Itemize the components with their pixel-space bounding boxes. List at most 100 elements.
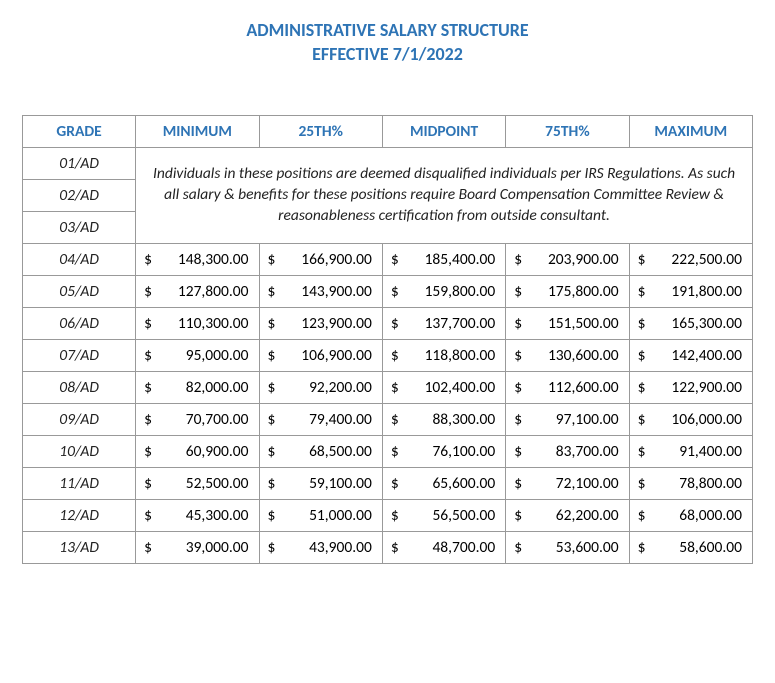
currency-symbol: $ [391, 506, 403, 525]
salary-cell: $65,600.00 [382, 467, 505, 499]
currency-symbol: $ [391, 314, 403, 333]
salary-cell: $185,400.00 [382, 243, 505, 275]
currency-symbol: $ [391, 442, 403, 461]
salary-amount: 122,900.00 [650, 378, 742, 397]
salary-cell: $191,800.00 [629, 275, 752, 307]
table-row: 13/AD$39,000.00$43,900.00$48,700.00$53,6… [23, 531, 753, 563]
salary-amount: 97,100.00 [526, 410, 618, 429]
salary-cell: $112,600.00 [506, 371, 629, 403]
salary-cell: $76,100.00 [382, 435, 505, 467]
salary-cell: $137,700.00 [382, 307, 505, 339]
currency-symbol: $ [391, 410, 403, 429]
salary-amount: 79,400.00 [280, 410, 372, 429]
column-header: GRADE [23, 115, 136, 147]
table-row: 10/AD$60,900.00$68,500.00$76,100.00$83,7… [23, 435, 753, 467]
currency-symbol: $ [514, 378, 526, 397]
salary-cell: $56,500.00 [382, 499, 505, 531]
title-line-2: EFFECTIVE 7/1/2022 [22, 42, 753, 66]
currency-symbol: $ [391, 250, 403, 269]
salary-amount: 137,700.00 [403, 314, 495, 333]
currency-symbol: $ [391, 346, 403, 365]
currency-symbol: $ [268, 410, 280, 429]
salary-cell: $123,900.00 [259, 307, 382, 339]
currency-symbol: $ [638, 538, 650, 557]
salary-amount: 68,500.00 [280, 442, 372, 461]
salary-amount: 82,000.00 [156, 378, 248, 397]
currency-symbol: $ [514, 314, 526, 333]
salary-cell: $203,900.00 [506, 243, 629, 275]
currency-symbol: $ [638, 378, 650, 397]
salary-cell: $78,800.00 [629, 467, 752, 499]
salary-amount: 56,500.00 [403, 506, 495, 525]
salary-amount: 175,800.00 [526, 282, 618, 301]
currency-symbol: $ [268, 474, 280, 493]
currency-symbol: $ [638, 506, 650, 525]
currency-symbol: $ [268, 538, 280, 557]
currency-symbol: $ [391, 538, 403, 557]
salary-cell: $92,200.00 [259, 371, 382, 403]
salary-amount: 45,300.00 [156, 506, 248, 525]
salary-amount: 222,500.00 [650, 250, 742, 269]
salary-amount: 68,000.00 [650, 506, 742, 525]
salary-amount: 127,800.00 [156, 282, 248, 301]
salary-cell: $165,300.00 [629, 307, 752, 339]
salary-cell: $60,900.00 [136, 435, 259, 467]
salary-cell: $127,800.00 [136, 275, 259, 307]
salary-cell: $102,400.00 [382, 371, 505, 403]
salary-amount: 70,700.00 [156, 410, 248, 429]
salary-cell: $43,900.00 [259, 531, 382, 563]
currency-symbol: $ [514, 250, 526, 269]
salary-cell: $82,000.00 [136, 371, 259, 403]
table-row: 08/AD$82,000.00$92,200.00$102,400.00$112… [23, 371, 753, 403]
currency-symbol: $ [268, 506, 280, 525]
grade-cell: 03/AD [23, 211, 136, 243]
currency-symbol: $ [638, 250, 650, 269]
currency-symbol: $ [514, 346, 526, 365]
salary-cell: $130,600.00 [506, 339, 629, 371]
salary-amount: 91,400.00 [650, 442, 742, 461]
salary-cell: $83,700.00 [506, 435, 629, 467]
column-header: MAXIMUM [629, 115, 752, 147]
salary-cell: $148,300.00 [136, 243, 259, 275]
table-row: 09/AD$70,700.00$79,400.00$88,300.00$97,1… [23, 403, 753, 435]
salary-amount: 83,700.00 [526, 442, 618, 461]
currency-symbol: $ [268, 378, 280, 397]
salary-amount: 112,600.00 [526, 378, 618, 397]
salary-cell: $68,500.00 [259, 435, 382, 467]
salary-cell: $79,400.00 [259, 403, 382, 435]
table-row: 01/ADIndividuals in these positions are … [23, 147, 753, 179]
salary-cell: $48,700.00 [382, 531, 505, 563]
salary-cell: $106,900.00 [259, 339, 382, 371]
table-row: 07/AD$95,000.00$106,900.00$118,800.00$13… [23, 339, 753, 371]
salary-amount: 62,200.00 [526, 506, 618, 525]
salary-amount: 92,200.00 [280, 378, 372, 397]
column-header: 75TH% [506, 115, 629, 147]
salary-amount: 143,900.00 [280, 282, 372, 301]
currency-symbol: $ [268, 346, 280, 365]
salary-amount: 123,900.00 [280, 314, 372, 333]
salary-amount: 191,800.00 [650, 282, 742, 301]
salary-amount: 165,300.00 [650, 314, 742, 333]
salary-cell: $222,500.00 [629, 243, 752, 275]
salary-amount: 159,800.00 [403, 282, 495, 301]
grade-cell: 01/AD [23, 147, 136, 179]
salary-cell: $62,200.00 [506, 499, 629, 531]
salary-cell: $68,000.00 [629, 499, 752, 531]
currency-symbol: $ [268, 442, 280, 461]
grade-cell: 02/AD [23, 179, 136, 211]
salary-cell: $97,100.00 [506, 403, 629, 435]
column-header: 25TH% [259, 115, 382, 147]
salary-cell: $143,900.00 [259, 275, 382, 307]
salary-cell: $110,300.00 [136, 307, 259, 339]
salary-amount: 110,300.00 [156, 314, 248, 333]
salary-amount: 53,600.00 [526, 538, 618, 557]
currency-symbol: $ [144, 314, 156, 333]
currency-symbol: $ [144, 442, 156, 461]
currency-symbol: $ [514, 442, 526, 461]
salary-amount: 60,900.00 [156, 442, 248, 461]
salary-cell: $175,800.00 [506, 275, 629, 307]
currency-symbol: $ [638, 442, 650, 461]
salary-amount: 58,600.00 [650, 538, 742, 557]
currency-symbol: $ [144, 538, 156, 557]
table-row: 04/AD$148,300.00$166,900.00$185,400.00$2… [23, 243, 753, 275]
